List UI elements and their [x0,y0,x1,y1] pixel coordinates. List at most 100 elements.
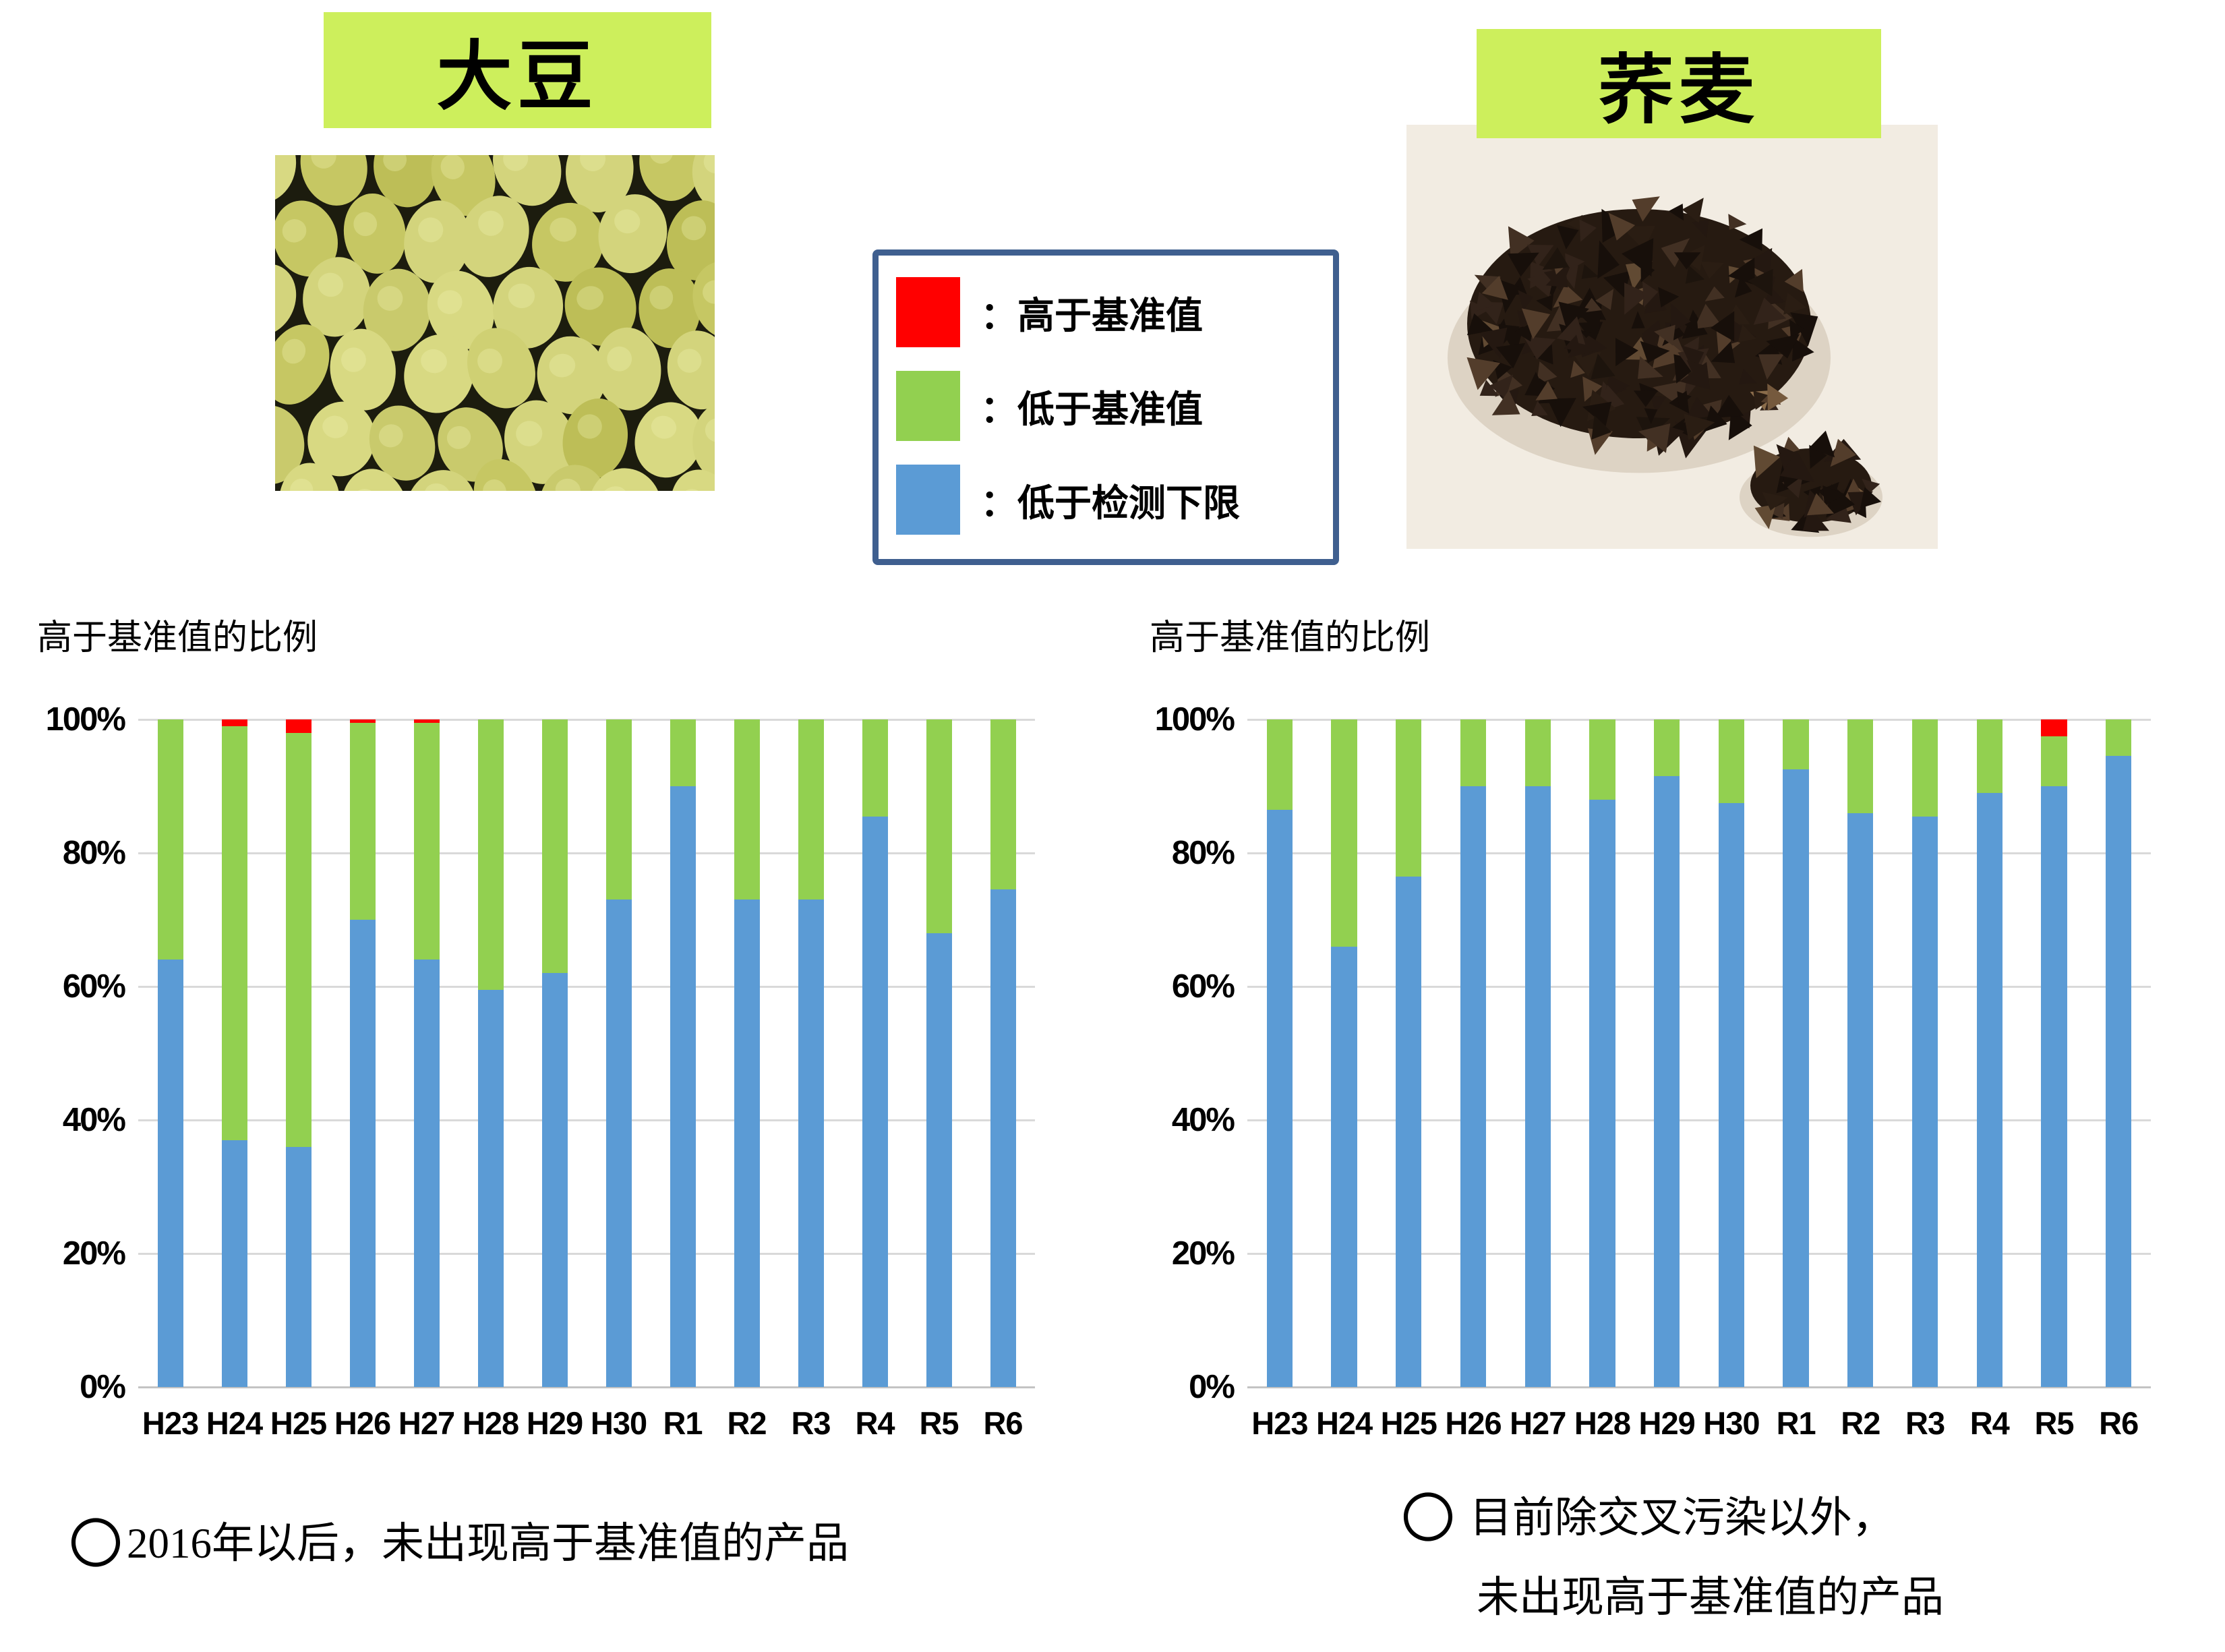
bar-segment [990,889,1016,1387]
soybean-stacked-bar-chart: 100% 80% 60% 40% 20% 0% H23 H24 H25 H26 H27 H28 H29… [46,701,1035,1441]
bar-segment [221,726,247,1140]
gridline [138,1386,1035,1388]
y-axis: 100% 80% 60% 40% 20% 0% [1092,701,1247,1405]
bar-slot-H25 [266,719,330,1387]
gridline [1247,1253,2151,1255]
bar-segment [926,719,952,933]
buckwheat-footnote-text2: 未出现高于基准值的产品 [1477,1574,1944,1621]
x-tick-label: R3 [791,1405,831,1441]
red-swatch-icon [896,277,960,347]
stacked-bar-H30 [1718,719,1745,1387]
bar-segment [734,899,760,1387]
soybean-footnote: 〇2016年以后，未出现高于基准值的产品 [69,1509,849,1572]
x-tick-label: H27 [1510,1405,1566,1441]
stacked-bar-R5 [926,719,952,1387]
y-axis: 100% 80% 60% 40% 20% 0% [0,701,138,1405]
x-tick-label: R4 [855,1405,895,1441]
bar-segment [157,960,183,1387]
bar-slot-H27 [394,719,458,1387]
gridline [1247,1386,2151,1388]
bar-segment [541,973,568,1387]
bar-slot-H28 [1570,719,1635,1387]
bar-segment [285,719,312,733]
gridline [138,852,1035,854]
stacked-bar-R4 [862,719,888,1387]
stacked-bar-H23 [157,719,183,1387]
buckwheat-title-box: 荞麦 [1477,29,1881,138]
bar-segment [1718,719,1745,803]
bar-segment [1911,816,1938,1387]
bar-slot-H29 [523,719,587,1387]
bar-slot-H23 [138,719,202,1387]
bar-segment [1976,719,2002,793]
x-tick-label: H29 [526,1405,583,1441]
legend-label: ：低于检测下限 [980,482,1241,524]
circle-bullet-icon: 〇 [1401,1490,1455,1550]
bar-segment [862,719,888,817]
bar-slot-H27 [1506,719,1570,1387]
x-tick-label: R4 [1969,1405,2010,1441]
bar-segment [349,920,376,1387]
bar-slot-R5 [907,719,971,1387]
bar-segment [1911,719,1938,817]
bar-segment [1847,813,1874,1387]
stacked-bar-H24 [1331,719,1357,1387]
legend-item-below-standard: ：低于基准值 [896,370,1326,442]
bar-segment [1524,786,1551,1387]
bar-slot-H25 [1376,719,1441,1387]
bar-segment [1718,802,1745,1387]
stacked-bar-H28 [477,719,504,1387]
bar-segment [2041,719,2067,736]
gridline [1247,852,2151,854]
x-axis-labels: H23 H24 H25 H26 H27 H28 H29 H30 R1 R2 R3 R4 R5 R6 [138,1405,1035,1442]
x-tick-label: H25 [1380,1405,1437,1441]
stacked-bar-R1 [1783,719,1809,1387]
stacked-bar-H28 [1589,719,1615,1387]
x-tick-label: H23 [142,1405,199,1441]
x-tick-label: R5 [919,1405,959,1441]
soybean-title-label: 大豆 [436,34,599,119]
bar-slot-R3 [1893,719,1957,1387]
gridline [138,986,1035,988]
bar-segment [798,899,824,1387]
bar-slot-R3 [779,719,843,1387]
bar-segment [157,719,183,960]
stacked-bar-R3 [798,719,824,1387]
bar-segment [862,816,888,1387]
stacked-bar-H27 [1524,719,1551,1387]
bar-slot-H24 [202,719,266,1387]
bar-segment [2041,736,2067,786]
legend-item-above-standard: ：高于基准值 [896,276,1326,349]
bar-segment [1331,946,1357,1387]
right-chart-title: 高于基准值的比例 [1150,619,1431,657]
x-tick-label: H28 [1574,1405,1631,1441]
bar-segment [2041,786,2067,1387]
bar-segment [2106,719,2132,757]
buckwheat-photo [1406,125,1938,549]
bar-slot-R5 [2022,719,2087,1387]
plot-area: 100% 80% 60% 40% 20% 0% H23 H24 H25 H26 H27 H28 H29… [46,701,1035,1441]
y-tick-label: 20% [62,1235,126,1272]
legend-label: ：低于基准值 [980,388,1204,430]
y-tick-label: 40% [62,1102,126,1138]
soybean-title-box: 大豆 [324,12,711,128]
bar-segment [1396,876,1422,1387]
stacked-bar-H27 [413,719,440,1387]
bar-slot-R2 [1828,719,1893,1387]
y-tick-label: 60% [1171,968,1235,1005]
blue-swatch-icon [896,465,960,535]
bars [1247,719,2151,1387]
x-tick-label: H27 [398,1405,455,1441]
soybean-seeds-graphic [275,155,715,491]
x-tick-label: R1 [1776,1405,1816,1441]
x-tick-label: H30 [590,1405,647,1441]
stacked-bar-R6 [2106,719,2132,1387]
bar-segment [285,1146,312,1387]
soybean-photo [275,155,715,491]
x-tick-label: H26 [1445,1405,1502,1441]
x-tick-label: H25 [270,1405,327,1441]
bar-segment [477,719,504,990]
buckwheat-title-label: 荞麦 [1598,48,1760,132]
bars [138,719,1035,1387]
